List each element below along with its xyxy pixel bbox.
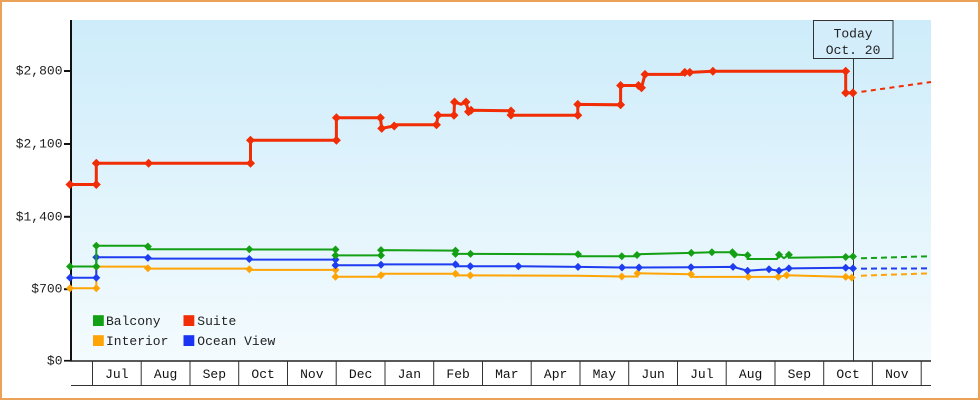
svg-text:Feb: Feb <box>446 367 469 382</box>
svg-text:Apr: Apr <box>544 367 567 382</box>
svg-text:$1,400: $1,400 <box>16 210 63 225</box>
svg-text:Sep: Sep <box>203 367 226 382</box>
svg-text:Jan: Jan <box>398 367 421 382</box>
svg-text:Jun: Jun <box>641 367 664 382</box>
svg-text:Jul: Jul <box>105 367 129 382</box>
svg-text:$2,800: $2,800 <box>16 63 63 78</box>
svg-text:Aug: Aug <box>739 367 762 382</box>
svg-text:Nov: Nov <box>300 367 324 382</box>
svg-text:Oct: Oct <box>251 367 274 382</box>
svg-text:Sep: Sep <box>788 367 811 382</box>
svg-text:May: May <box>593 367 617 382</box>
svg-text:Suite: Suite <box>197 314 236 329</box>
svg-text:Interior: Interior <box>106 334 168 349</box>
svg-text:Aug: Aug <box>154 367 177 382</box>
svg-text:Balcony: Balcony <box>106 314 161 329</box>
svg-text:$2,100: $2,100 <box>16 137 63 152</box>
svg-text:Ocean View: Ocean View <box>197 334 275 349</box>
svg-text:Mar: Mar <box>495 367 518 382</box>
svg-text:$0: $0 <box>47 354 63 369</box>
svg-text:Nov: Nov <box>885 367 909 382</box>
svg-text:Oct. 20: Oct. 20 <box>826 43 881 58</box>
svg-text:Dec: Dec <box>349 367 372 382</box>
svg-text:Today: Today <box>834 27 873 42</box>
svg-text:Oct: Oct <box>836 367 859 382</box>
svg-text:Jul: Jul <box>690 367 714 382</box>
svg-text:$700: $700 <box>31 282 62 297</box>
